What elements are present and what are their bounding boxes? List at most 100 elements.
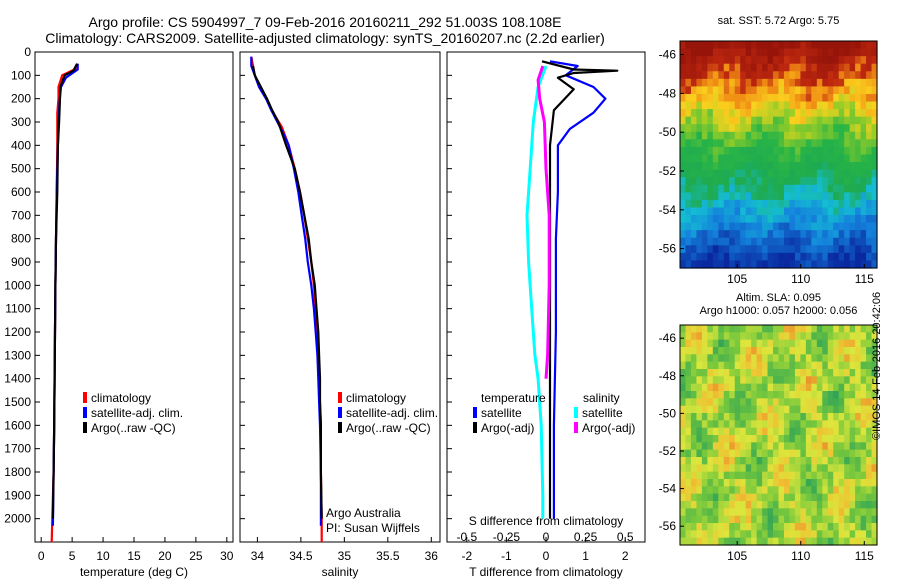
temperature-x-label: temperature (deg C) <box>80 565 188 579</box>
sla-map-lat-tick-label: -46 <box>659 331 677 345</box>
difference-legend-temperature-item-swatch <box>473 407 477 418</box>
sst-map-lon-tick-label: 105 <box>727 272 747 286</box>
depth-tick-label: 400 <box>11 138 31 152</box>
salinity-legend-item-swatch <box>338 407 342 418</box>
temperature-x-tick-label: 30 <box>220 549 234 563</box>
sst-map-lat-tick-label: -56 <box>659 242 677 256</box>
salinity-series-line <box>250 56 322 526</box>
temperature-legend-item-label: climatology <box>91 391 151 405</box>
depth-tick-label: 1500 <box>4 395 31 409</box>
sla-map-lat-tick-label: -48 <box>659 369 677 383</box>
temperature-x-tick-label: 5 <box>69 549 76 563</box>
salinity-difference-tick-label: -0.25 <box>493 530 521 544</box>
salinity-x-tick-label: 34 <box>251 549 265 563</box>
difference-x-tick-label: -2 <box>461 549 472 563</box>
sst-map-lon-tick-label: 110 <box>791 272 810 286</box>
salinity-legend-item-swatch <box>338 422 342 433</box>
depth-tick-label: 0 <box>24 45 31 59</box>
sla-map-lat-tick-label: -52 <box>659 444 677 458</box>
depth-tick-label: 200 <box>11 92 31 106</box>
salinity-legend-item-label: Argo(..raw -QC) <box>346 421 431 435</box>
difference-legend-temperature-item-swatch <box>473 422 477 433</box>
salinity-note-line: PI: Susan Wijffels <box>326 521 420 535</box>
depth-tick-label: 500 <box>11 162 31 176</box>
salinity-difference-tick-label: 0.5 <box>617 530 634 544</box>
difference-x-tick-label: 0 <box>543 549 550 563</box>
depth-tick-label: 1900 <box>4 488 31 502</box>
salinity-series-line <box>251 65 323 519</box>
salinity-series-line <box>250 56 323 542</box>
sst-map-lat-tick-label: -54 <box>659 203 677 217</box>
temperature-x-tick-label: 10 <box>96 549 110 563</box>
difference-legend-temperature-item-label: satellite <box>481 406 522 420</box>
sla-map-lat-tick-label: -50 <box>659 406 677 420</box>
sst-map-frame <box>679 40 878 269</box>
sla-map-lon-tick-label: 115 <box>855 549 874 563</box>
salinity-legend-item-label: satellite-adj. clim. <box>346 406 438 420</box>
difference-legend-salinity-item-label: Argo(-adj) <box>582 421 635 435</box>
salinity-legend-item-label: climatology <box>346 391 406 405</box>
salinity-note-line: Argo Australia <box>326 506 401 520</box>
depth-tick-label: 1000 <box>4 278 31 292</box>
depth-tick-label: 300 <box>11 115 31 129</box>
sst-map-lon-tick-label: 115 <box>855 272 874 286</box>
temperature-legend-item-swatch <box>83 407 87 418</box>
sla-map-frame <box>679 324 878 546</box>
temperature-x-tick-label: 25 <box>189 549 203 563</box>
sla-map-subtitle: Argo h1000: 0.057 h2000: 0.056 <box>700 305 858 317</box>
figure-title-line-1: Argo profile: CS 5904997_7 09-Feb-2016 2… <box>88 14 562 30</box>
salinity-x-label: salinity <box>322 565 359 579</box>
salinity-difference-axis-label: S difference from climatology <box>469 514 624 528</box>
difference-legend-salinity-item-swatch <box>574 407 578 418</box>
difference-x-tick-label: -1 <box>501 549 512 563</box>
depth-tick-label: 1700 <box>4 442 31 456</box>
sst-map-lat-tick-label: -52 <box>659 164 677 178</box>
figure-title-line-2: Climatology: CARS2009. Satellite-adjuste… <box>45 30 605 46</box>
sst-map-lat-tick-label: -50 <box>659 125 677 139</box>
difference-legend-heading-temperature: temperature <box>481 391 546 405</box>
sla-map-title: Altim. SLA: 0.095 <box>736 292 821 304</box>
depth-tick-label: 800 <box>11 232 31 246</box>
sst-map-image <box>680 41 878 269</box>
difference-legend-heading-salinity: salinity <box>583 391 620 405</box>
sla-map-lon-tick-label: 105 <box>727 549 747 563</box>
temperature-legend-item-swatch <box>83 422 87 433</box>
temperature-series-line <box>51 63 79 519</box>
difference-legend-temperature-item-label: Argo(-adj) <box>481 421 534 435</box>
sst-map-lat-tick-label: -46 <box>659 48 677 62</box>
sla-map-image <box>680 325 878 546</box>
salinity-x-tick-label: 36 <box>425 549 439 563</box>
temperature-x-tick-label: 0 <box>38 549 45 563</box>
salinity-plot-frame <box>239 51 441 543</box>
difference-series-line <box>536 65 551 379</box>
difference-series-line <box>525 65 548 519</box>
temperature-x-tick-label: 20 <box>158 549 172 563</box>
temperature-legend-item-swatch <box>83 392 87 403</box>
salinity-difference-tick-label: 0.25 <box>574 530 598 544</box>
depth-tick-label: 900 <box>11 255 31 269</box>
sst-map-lat-tick-label: -48 <box>659 86 677 100</box>
salinity-difference-tick-label: 0 <box>543 530 550 544</box>
salinity-difference-tick-label: -0.5 <box>456 530 477 544</box>
depth-tick-label: 2000 <box>4 512 31 526</box>
sst-map-title: sat. SST: 5.72 Argo: 5.75 <box>718 15 840 27</box>
difference-series-line <box>549 60 607 519</box>
depth-tick-label: 1300 <box>4 348 31 362</box>
temperature-legend-item-label: satellite-adj. clim. <box>91 406 183 420</box>
salinity-x-tick-label: 35 <box>338 549 352 563</box>
salinity-x-tick-label: 34.5 <box>289 549 313 563</box>
depth-tick-label: 1100 <box>5 302 31 316</box>
imos-credit: ©IMOS 14-Feb-2016 20:42:06 <box>871 291 883 440</box>
temperature-legend-item-label: Argo(..raw -QC) <box>91 421 176 435</box>
difference-x-tick-label: 2 <box>622 549 629 563</box>
difference-legend-salinity-item-label: satellite <box>582 406 623 420</box>
temperature-x-tick-label: 15 <box>127 549 141 563</box>
salinity-x-tick-label: 35.5 <box>376 549 400 563</box>
sla-map-lon-tick-label: 110 <box>791 549 810 563</box>
depth-tick-label: 600 <box>11 185 31 199</box>
sla-map-lat-tick-label: -56 <box>659 519 677 533</box>
depth-tick-label: 1200 <box>4 325 31 339</box>
depth-tick-label: 1400 <box>4 372 31 386</box>
sla-map-lat-tick-label: -54 <box>659 482 677 496</box>
